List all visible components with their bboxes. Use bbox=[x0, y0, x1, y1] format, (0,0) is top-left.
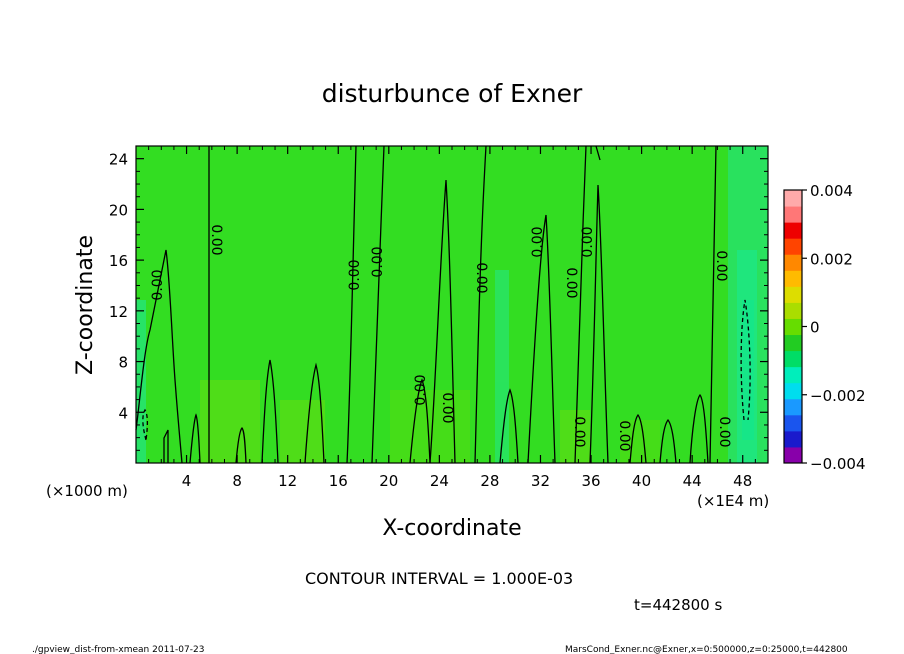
y-tick-label: 24 bbox=[109, 151, 128, 169]
contour-label: 0.00 bbox=[713, 250, 729, 281]
x-tick-label: 20 bbox=[379, 472, 398, 490]
colorbar-swatch bbox=[784, 382, 802, 400]
colorbar-swatch bbox=[784, 414, 802, 432]
contour-line bbox=[629, 413, 647, 464]
contour-label: 0.00 bbox=[413, 374, 429, 405]
colorbar-tick-label: 0.004 bbox=[810, 182, 853, 200]
colorbar-swatch bbox=[784, 222, 802, 239]
x-unit-right: (×1E4 m) bbox=[697, 492, 769, 510]
contour-line bbox=[371, 145, 385, 464]
contour-line bbox=[709, 145, 717, 464]
contour-label: 0.00 bbox=[530, 226, 546, 257]
x-unit-left: (×1000 m) bbox=[46, 482, 128, 500]
contour-label: 0.00 bbox=[571, 416, 587, 447]
contour-line bbox=[474, 145, 487, 464]
x-tick-label: 44 bbox=[683, 472, 702, 490]
contour-line bbox=[595, 145, 601, 161]
time-label: t=442800 s bbox=[634, 596, 722, 614]
colorbar-swatch bbox=[784, 446, 802, 464]
x-tick-label: 4 bbox=[182, 472, 192, 490]
contour-line-negative bbox=[142, 408, 149, 441]
colorbar-swatch bbox=[784, 430, 802, 448]
contour-label: 0.00 bbox=[150, 269, 166, 300]
contour-line bbox=[409, 378, 431, 464]
contour-label: 0.00 bbox=[347, 259, 363, 290]
x-tick-label: 28 bbox=[480, 472, 499, 490]
colorbar-swatch bbox=[784, 190, 802, 207]
colorbar-swatch bbox=[784, 206, 802, 223]
y-axis-label: Z-coordinate bbox=[73, 235, 98, 375]
y-axis: 4 8 12 16 20 24 bbox=[109, 151, 768, 451]
colorbar-tick-label: 0.002 bbox=[810, 250, 853, 268]
x-tick-label: 12 bbox=[278, 472, 297, 490]
y-tick-label: 4 bbox=[118, 404, 128, 422]
chart-title: disturbunce of Exner bbox=[322, 79, 583, 108]
x-tick-label: 24 bbox=[430, 472, 449, 490]
colorbar-swatch bbox=[784, 334, 802, 352]
contour-line bbox=[163, 429, 169, 463]
colorbar-swatch bbox=[784, 286, 802, 303]
colorbar-swatch bbox=[784, 318, 802, 336]
contour-line bbox=[304, 362, 325, 464]
contour-line bbox=[235, 427, 247, 464]
contour-lines bbox=[135, 145, 751, 464]
colorbar-swatch bbox=[784, 366, 802, 384]
y-tick-label: 12 bbox=[109, 303, 128, 321]
contour-line bbox=[429, 179, 456, 464]
x-tick-label: 8 bbox=[232, 472, 242, 490]
x-tick-label: 40 bbox=[632, 472, 651, 490]
contour-interval-text: CONTOUR INTERVAL = 1.000E-03 bbox=[305, 569, 573, 588]
colorbar-swatch bbox=[784, 270, 802, 287]
colorbar-swatch bbox=[784, 398, 802, 416]
x-axis-label: X-coordinate bbox=[382, 516, 521, 541]
colorbar-swatch bbox=[784, 302, 802, 319]
contour-label: 0.00 bbox=[563, 267, 579, 298]
colorbar-tick-label: −0.004 bbox=[810, 455, 866, 473]
contour-line bbox=[689, 393, 709, 464]
contour-line bbox=[135, 249, 183, 464]
contour-labels: 0.000.000.00 0.000.000.000.000.000.000.00… bbox=[150, 224, 732, 451]
x-axis: 4 8 12 16 20 24 28 32 36 40 44 48 bbox=[148, 146, 756, 490]
y-tick-label: 20 bbox=[109, 201, 128, 219]
contour-label: 0.00 bbox=[439, 392, 455, 423]
contour-label: 0.00 bbox=[616, 420, 632, 451]
contour-line bbox=[589, 184, 609, 464]
x-tick-label: 48 bbox=[733, 472, 752, 490]
colorbar: 0.004 0.002 0 −0.002 −0.004 bbox=[783, 182, 866, 473]
contour-line bbox=[574, 145, 587, 464]
y-tick-label: 16 bbox=[109, 252, 128, 270]
contour-label: 0.00 bbox=[208, 224, 224, 255]
y-tick-label: 8 bbox=[118, 354, 128, 372]
footer-left: ./gpview_dist-from-xmean 2011-07-23 bbox=[32, 645, 204, 654]
contour-line bbox=[499, 388, 519, 464]
contour-line bbox=[659, 418, 677, 464]
colorbar-swatch bbox=[784, 254, 802, 271]
x-tick-label: 36 bbox=[581, 472, 600, 490]
contour-line bbox=[261, 359, 279, 464]
colorbar-swatch bbox=[784, 238, 802, 255]
plot-area: 0.000.000.00 0.000.000.000.000.000.000.00… bbox=[135, 145, 769, 464]
contour-label: 0.00 bbox=[716, 416, 732, 447]
contour-line-negative bbox=[740, 299, 751, 421]
footer-right: MarsCond_Exner.nc@Exner,x=0:500000,z=0:2… bbox=[565, 645, 848, 654]
colorbar-swatch bbox=[784, 350, 802, 368]
contour-line bbox=[346, 145, 357, 464]
colorbar-tick-label: 0 bbox=[810, 319, 820, 337]
contour-label: 0.00 bbox=[580, 226, 596, 257]
x-tick-label: 32 bbox=[531, 472, 550, 490]
contour-line bbox=[189, 413, 201, 464]
contour-label: 0.00 bbox=[473, 262, 489, 293]
colorbar-tick-label: −0.002 bbox=[810, 387, 866, 405]
contour-label: 0.00 bbox=[370, 246, 386, 277]
x-tick-label: 16 bbox=[329, 472, 348, 490]
contour-line bbox=[527, 214, 556, 464]
field-shading bbox=[136, 146, 768, 463]
